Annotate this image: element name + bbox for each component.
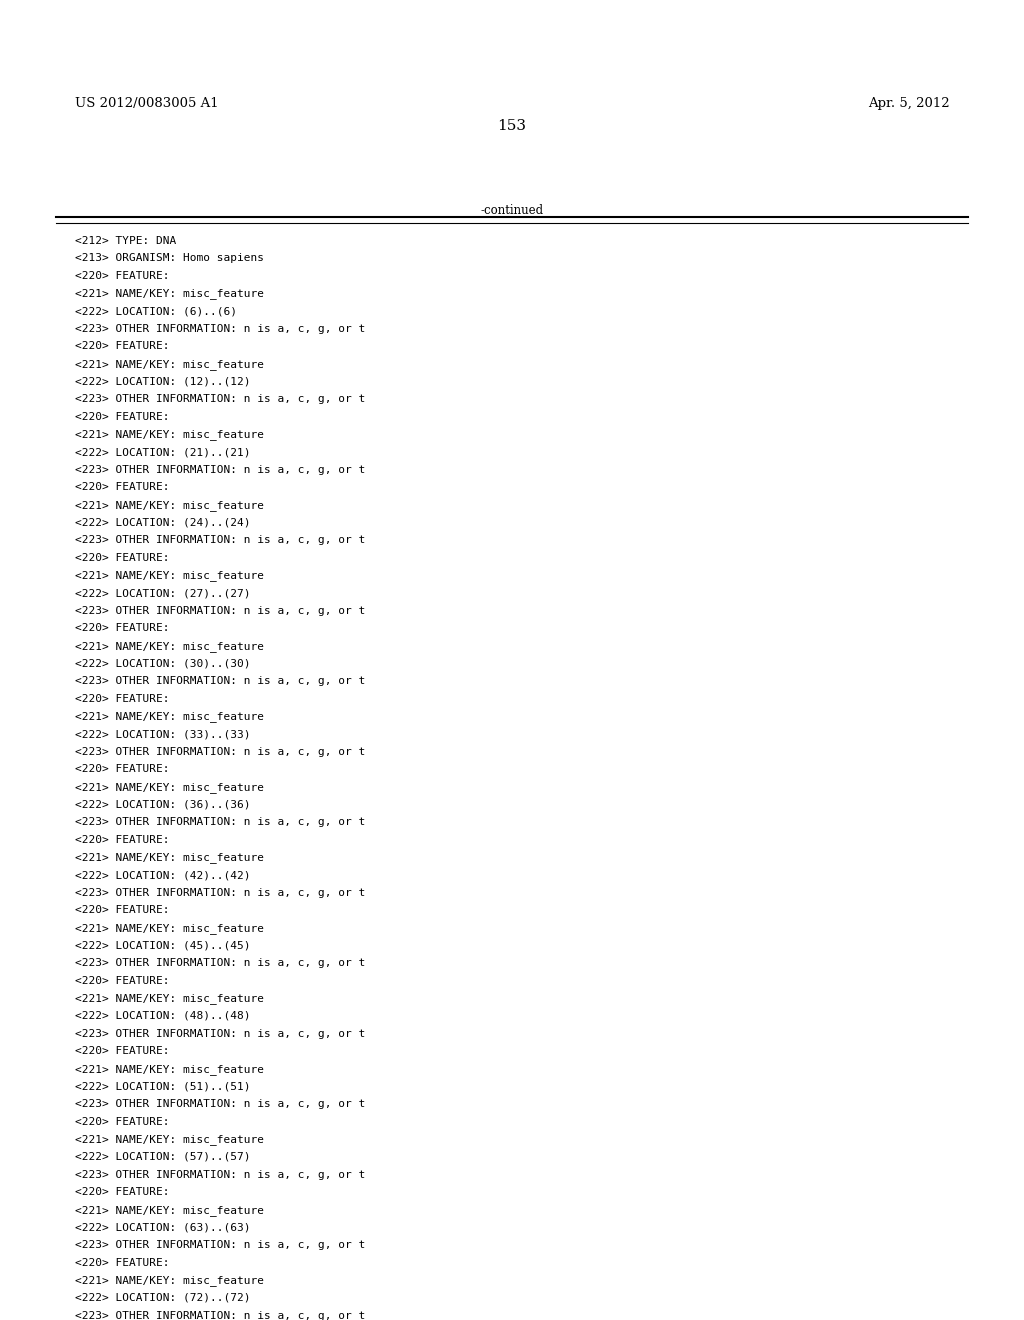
Text: <221> NAME/KEY: misc_feature: <221> NAME/KEY: misc_feature (75, 994, 264, 1005)
Text: <213> ORGANISM: Homo sapiens: <213> ORGANISM: Homo sapiens (75, 253, 264, 263)
Text: <223> OTHER INFORMATION: n is a, c, g, or t: <223> OTHER INFORMATION: n is a, c, g, o… (75, 1100, 365, 1109)
Text: <222> LOCATION: (24)..(24): <222> LOCATION: (24)..(24) (75, 517, 250, 528)
Text: <221> NAME/KEY: misc_feature: <221> NAME/KEY: misc_feature (75, 923, 264, 933)
Text: <221> NAME/KEY: misc_feature: <221> NAME/KEY: misc_feature (75, 570, 264, 581)
Text: <220> FEATURE:: <220> FEATURE: (75, 1047, 169, 1056)
Text: <220> FEATURE:: <220> FEATURE: (75, 623, 169, 634)
Text: <220> FEATURE:: <220> FEATURE: (75, 834, 169, 845)
Text: <220> FEATURE:: <220> FEATURE: (75, 482, 169, 492)
Text: <220> FEATURE:: <220> FEATURE: (75, 553, 169, 562)
Text: <221> NAME/KEY: misc_feature: <221> NAME/KEY: misc_feature (75, 429, 264, 441)
Text: <220> FEATURE:: <220> FEATURE: (75, 271, 169, 281)
Text: <220> FEATURE:: <220> FEATURE: (75, 1187, 169, 1197)
Text: <222> LOCATION: (27)..(27): <222> LOCATION: (27)..(27) (75, 589, 250, 598)
Text: <220> FEATURE:: <220> FEATURE: (75, 342, 169, 351)
Text: <223> OTHER INFORMATION: n is a, c, g, or t: <223> OTHER INFORMATION: n is a, c, g, o… (75, 606, 365, 615)
Text: <223> OTHER INFORMATION: n is a, c, g, or t: <223> OTHER INFORMATION: n is a, c, g, o… (75, 395, 365, 404)
Text: <222> LOCATION: (33)..(33): <222> LOCATION: (33)..(33) (75, 729, 250, 739)
Text: <222> LOCATION: (45)..(45): <222> LOCATION: (45)..(45) (75, 940, 250, 950)
Text: <223> OTHER INFORMATION: n is a, c, g, or t: <223> OTHER INFORMATION: n is a, c, g, o… (75, 817, 365, 828)
Text: <223> OTHER INFORMATION: n is a, c, g, or t: <223> OTHER INFORMATION: n is a, c, g, o… (75, 676, 365, 686)
Text: <222> LOCATION: (48)..(48): <222> LOCATION: (48)..(48) (75, 1011, 250, 1020)
Text: <221> NAME/KEY: misc_feature: <221> NAME/KEY: misc_feature (75, 359, 264, 370)
Text: <221> NAME/KEY: misc_feature: <221> NAME/KEY: misc_feature (75, 781, 264, 793)
Text: <220> FEATURE:: <220> FEATURE: (75, 906, 169, 915)
Text: <221> NAME/KEY: misc_feature: <221> NAME/KEY: misc_feature (75, 642, 264, 652)
Text: <223> OTHER INFORMATION: n is a, c, g, or t: <223> OTHER INFORMATION: n is a, c, g, o… (75, 1028, 365, 1039)
Text: <223> OTHER INFORMATION: n is a, c, g, or t: <223> OTHER INFORMATION: n is a, c, g, o… (75, 1311, 365, 1320)
Text: <222> LOCATION: (57)..(57): <222> LOCATION: (57)..(57) (75, 1152, 250, 1162)
Text: <222> LOCATION: (63)..(63): <222> LOCATION: (63)..(63) (75, 1222, 250, 1233)
Text: <220> FEATURE:: <220> FEATURE: (75, 412, 169, 422)
Text: <220> FEATURE:: <220> FEATURE: (75, 1258, 169, 1267)
Text: US 2012/0083005 A1: US 2012/0083005 A1 (75, 98, 218, 110)
Text: <221> NAME/KEY: misc_feature: <221> NAME/KEY: misc_feature (75, 1064, 264, 1074)
Text: <222> LOCATION: (42)..(42): <222> LOCATION: (42)..(42) (75, 870, 250, 880)
Text: <222> LOCATION: (6)..(6): <222> LOCATION: (6)..(6) (75, 306, 237, 315)
Text: <221> NAME/KEY: misc_feature: <221> NAME/KEY: misc_feature (75, 853, 264, 863)
Text: <222> LOCATION: (36)..(36): <222> LOCATION: (36)..(36) (75, 800, 250, 809)
Text: Apr. 5, 2012: Apr. 5, 2012 (867, 98, 949, 110)
Text: <221> NAME/KEY: misc_feature: <221> NAME/KEY: misc_feature (75, 289, 264, 300)
Text: <222> LOCATION: (30)..(30): <222> LOCATION: (30)..(30) (75, 659, 250, 668)
Text: <220> FEATURE:: <220> FEATURE: (75, 1117, 169, 1127)
Text: -continued: -continued (480, 205, 544, 216)
Text: <221> NAME/KEY: misc_feature: <221> NAME/KEY: misc_feature (75, 1275, 264, 1286)
Text: <223> OTHER INFORMATION: n is a, c, g, or t: <223> OTHER INFORMATION: n is a, c, g, o… (75, 887, 365, 898)
Text: <221> NAME/KEY: misc_feature: <221> NAME/KEY: misc_feature (75, 711, 264, 722)
Text: <223> OTHER INFORMATION: n is a, c, g, or t: <223> OTHER INFORMATION: n is a, c, g, o… (75, 323, 365, 334)
Text: <220> FEATURE:: <220> FEATURE: (75, 975, 169, 986)
Text: <222> LOCATION: (72)..(72): <222> LOCATION: (72)..(72) (75, 1294, 250, 1303)
Text: <223> OTHER INFORMATION: n is a, c, g, or t: <223> OTHER INFORMATION: n is a, c, g, o… (75, 535, 365, 545)
Text: <221> NAME/KEY: misc_feature: <221> NAME/KEY: misc_feature (75, 1205, 264, 1216)
Text: 153: 153 (498, 120, 526, 133)
Text: <223> OTHER INFORMATION: n is a, c, g, or t: <223> OTHER INFORMATION: n is a, c, g, o… (75, 1170, 365, 1180)
Text: <222> LOCATION: (51)..(51): <222> LOCATION: (51)..(51) (75, 1081, 250, 1092)
Text: <223> OTHER INFORMATION: n is a, c, g, or t: <223> OTHER INFORMATION: n is a, c, g, o… (75, 958, 365, 968)
Text: <220> FEATURE:: <220> FEATURE: (75, 764, 169, 775)
Text: <220> FEATURE:: <220> FEATURE: (75, 694, 169, 704)
Text: <223> OTHER INFORMATION: n is a, c, g, or t: <223> OTHER INFORMATION: n is a, c, g, o… (75, 465, 365, 475)
Text: <212> TYPE: DNA: <212> TYPE: DNA (75, 235, 176, 246)
Text: <223> OTHER INFORMATION: n is a, c, g, or t: <223> OTHER INFORMATION: n is a, c, g, o… (75, 747, 365, 756)
Text: <221> NAME/KEY: misc_feature: <221> NAME/KEY: misc_feature (75, 500, 264, 511)
Text: <222> LOCATION: (21)..(21): <222> LOCATION: (21)..(21) (75, 447, 250, 457)
Text: <221> NAME/KEY: misc_feature: <221> NAME/KEY: misc_feature (75, 1134, 264, 1146)
Text: <223> OTHER INFORMATION: n is a, c, g, or t: <223> OTHER INFORMATION: n is a, c, g, o… (75, 1239, 365, 1250)
Text: <222> LOCATION: (12)..(12): <222> LOCATION: (12)..(12) (75, 376, 250, 387)
